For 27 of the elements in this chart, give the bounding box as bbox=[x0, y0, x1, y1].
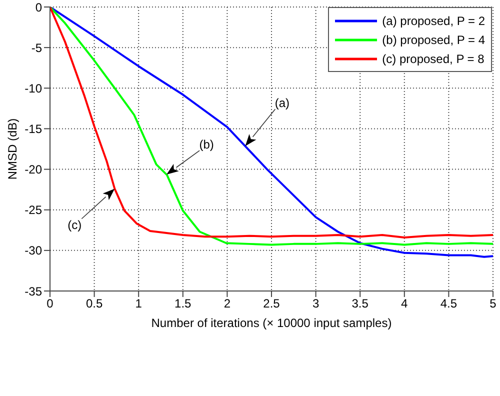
legend-label: (a) proposed, P = 2 bbox=[382, 14, 485, 28]
x-tick-label: 5 bbox=[490, 296, 497, 311]
x-axis-title: Number of iterations (× 10000 input samples) bbox=[151, 316, 392, 330]
y-axis-title: NMSD (dB) bbox=[5, 118, 20, 180]
y-tick-label: -25 bbox=[24, 203, 42, 218]
legend-label: (c) proposed, P = 8 bbox=[382, 52, 484, 66]
y-tick-label: -35 bbox=[24, 284, 42, 298]
legend-label: (b) proposed, P = 4 bbox=[382, 32, 485, 46]
x-tick-label: 2 bbox=[224, 296, 231, 311]
x-tick-label: 0.5 bbox=[86, 296, 103, 311]
x-tick-label: 4.5 bbox=[440, 296, 458, 311]
y-tick-label: 0 bbox=[35, 0, 42, 14]
annotation: (b) bbox=[199, 138, 214, 152]
y-tick-label: -10 bbox=[24, 81, 42, 96]
annotation: (c) bbox=[68, 218, 82, 232]
y-tick-label: -30 bbox=[24, 244, 42, 258]
annotation: (a) bbox=[274, 96, 290, 110]
x-tick-label: 4 bbox=[401, 296, 408, 311]
y-tick-label: -5 bbox=[31, 40, 42, 55]
x-tick-label: 3 bbox=[312, 296, 320, 311]
x-tick-label: 3.5 bbox=[352, 296, 369, 311]
x-tick-label: 0 bbox=[46, 296, 54, 311]
x-tick-label: 1 bbox=[135, 296, 142, 311]
y-tick-label: -15 bbox=[24, 122, 42, 136]
x-tick-label: 2.5 bbox=[263, 296, 280, 311]
y-tick-label: -20 bbox=[24, 162, 42, 177]
x-tick-label: 1.5 bbox=[174, 296, 192, 311]
